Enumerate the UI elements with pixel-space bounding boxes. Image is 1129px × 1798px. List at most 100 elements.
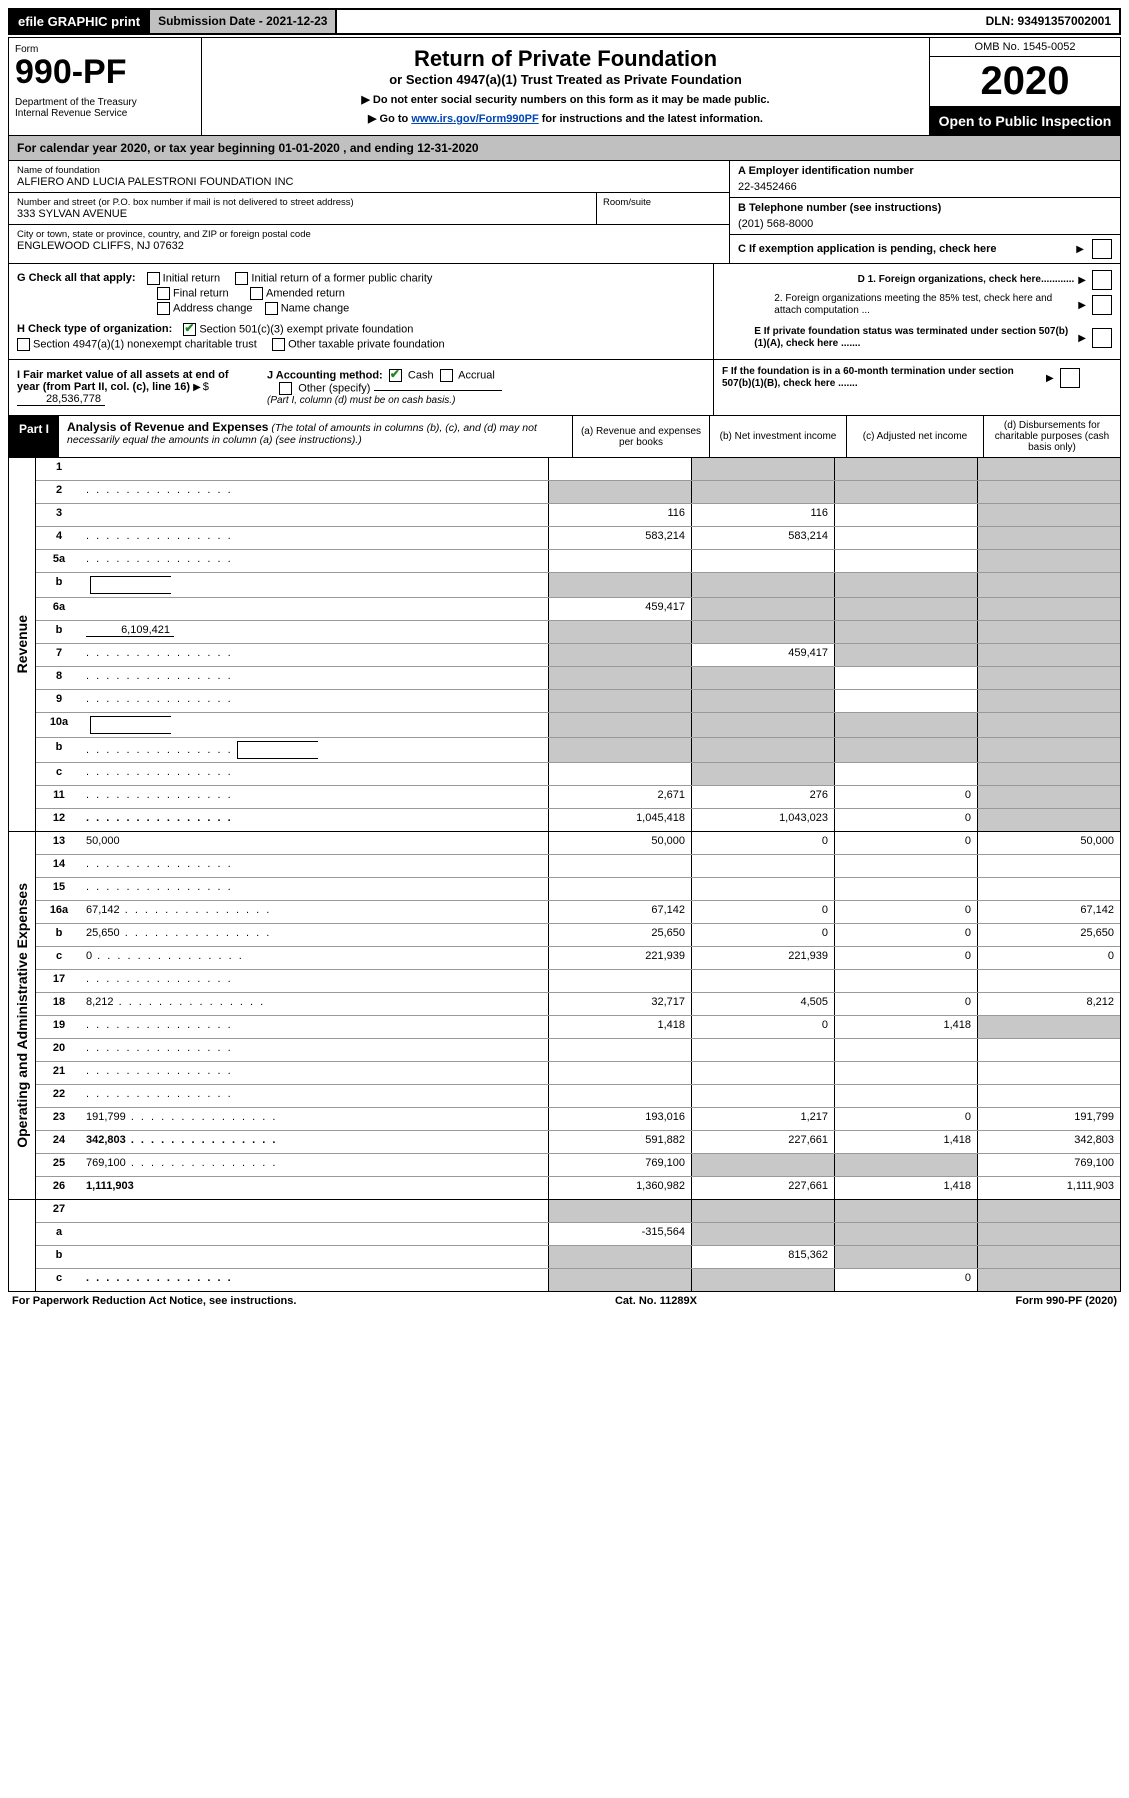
chk-501c3[interactable]: [183, 323, 196, 336]
cell-b: 221,939: [691, 947, 834, 969]
opt-initial: Initial return: [163, 272, 220, 284]
cell-b: [691, 598, 834, 620]
cell-c: 0: [834, 993, 977, 1015]
j-label: J Accounting method:: [267, 369, 383, 381]
cell-d: 0: [977, 947, 1120, 969]
row-desc: [82, 786, 548, 808]
chk-cash[interactable]: [389, 369, 402, 382]
inline-box: [90, 716, 171, 734]
cell-c: [834, 667, 977, 689]
chk-name[interactable]: [265, 302, 278, 315]
table-row: 23191,799193,0161,2170191,799: [36, 1107, 1120, 1130]
cell-b: [691, 1269, 834, 1291]
table-row: 2: [36, 480, 1120, 503]
note-1: ▶ Do not enter social security numbers o…: [214, 93, 917, 106]
chk-addr[interactable]: [157, 302, 170, 315]
cell-b: [691, 621, 834, 643]
d2-checkbox[interactable]: [1092, 295, 1112, 315]
footer-right: Form 990-PF (2020): [1015, 1295, 1117, 1307]
chk-final[interactable]: [157, 287, 170, 300]
row-number: c: [36, 763, 82, 785]
cell-d: [977, 855, 1120, 877]
cell-a: [548, 970, 691, 992]
cell-a: [548, 458, 691, 480]
chk-other-method[interactable]: [279, 382, 292, 395]
e-checkbox[interactable]: [1092, 328, 1112, 348]
f-checkbox[interactable]: [1060, 368, 1080, 388]
cell-a: 2,671: [548, 786, 691, 808]
cell-d: [977, 690, 1120, 712]
cell-d: [977, 598, 1120, 620]
city-label: City or town, state or province, country…: [17, 229, 721, 240]
city: ENGLEWOOD CLIFFS, NJ 07632: [17, 240, 721, 252]
chk-accrual[interactable]: [440, 369, 453, 382]
exemption-checkbox[interactable]: [1092, 239, 1112, 259]
row-desc: [82, 1246, 548, 1268]
row-number: 4: [36, 527, 82, 549]
row-desc: [82, 738, 548, 762]
open-public-label: Open to Public Inspection: [930, 107, 1120, 135]
footer-left: For Paperwork Reduction Act Notice, see …: [12, 1295, 296, 1307]
cell-c: [834, 970, 977, 992]
ein-value: 22-3452466: [738, 181, 1112, 193]
cell-a: [548, 481, 691, 503]
cell-d: [977, 1246, 1120, 1268]
d1-label: D 1. Foreign organizations, check here..…: [858, 274, 1075, 286]
table-row: 24342,803591,882227,6611,418342,803: [36, 1130, 1120, 1153]
cell-a: 25,650: [548, 924, 691, 946]
footer-form-num: 990-PF: [1046, 1295, 1082, 1307]
ij-left: I Fair market value of all assets at end…: [9, 360, 713, 415]
department: Department of the Treasury Internal Reve…: [15, 97, 195, 119]
header-right: OMB No. 1545-0052 2020 Open to Public In…: [929, 38, 1120, 135]
final-table: 27a-315,564b815,362c0: [8, 1200, 1121, 1292]
table-row: 112,6712760: [36, 785, 1120, 808]
cell-b: 583,214: [691, 527, 834, 549]
chk-initial-former[interactable]: [235, 272, 248, 285]
fmv-value: 28,536,778: [17, 393, 105, 406]
cell-c: [834, 621, 977, 643]
row-number: 15: [36, 878, 82, 900]
cell-d: 50,000: [977, 832, 1120, 854]
row-desc: [82, 1223, 548, 1245]
cell-b: 459,417: [691, 644, 834, 666]
row-desc: 8,212: [82, 993, 548, 1015]
final-rows: 27a-315,564b815,362c0: [36, 1200, 1120, 1291]
table-row: 188,21232,7174,50508,212: [36, 992, 1120, 1015]
chk-initial[interactable]: [147, 272, 160, 285]
cell-c: [834, 1246, 977, 1268]
opt-cash: Cash: [408, 369, 434, 381]
row-desc: 769,100: [82, 1154, 548, 1176]
cal-begin: 01-01-2020: [278, 141, 339, 155]
arrow-icon: [193, 381, 203, 393]
form-header: Form 990-PF Department of the Treasury I…: [8, 37, 1121, 136]
cell-a: [548, 1039, 691, 1061]
cell-c: 0: [834, 924, 977, 946]
calendar-year-row: For calendar year 2020, or tax year begi…: [8, 136, 1121, 161]
cell-a: [548, 667, 691, 689]
chk-other-taxable[interactable]: [272, 338, 285, 351]
row-number: b: [36, 621, 82, 643]
cal-pre: For calendar year 2020, or tax year begi…: [17, 141, 278, 155]
cell-c: [834, 1039, 977, 1061]
form-link[interactable]: www.irs.gov/Form990PF: [411, 113, 538, 125]
row-number: 26: [36, 1177, 82, 1199]
d1-checkbox[interactable]: [1092, 270, 1112, 290]
chk-amended[interactable]: [250, 287, 263, 300]
cell-a: 116: [548, 504, 691, 526]
cell-b: 116: [691, 504, 834, 526]
cell-a: [548, 763, 691, 785]
table-row: b 6,109,421: [36, 620, 1120, 643]
arrow-icon: [1076, 243, 1086, 255]
ein-cell: A Employer identification number 22-3452…: [730, 161, 1120, 198]
inline-box: [90, 576, 171, 594]
ein-label: A Employer identification number: [738, 165, 1112, 177]
cell-d: [977, 1223, 1120, 1245]
opt-name: Name change: [281, 302, 350, 314]
form-title: Return of Private Foundation: [214, 46, 917, 72]
part1-header: Part I Analysis of Revenue and Expenses …: [8, 416, 1121, 458]
cell-c: 0: [834, 947, 977, 969]
row-number: 8: [36, 667, 82, 689]
row-number: c: [36, 1269, 82, 1291]
chk-4947[interactable]: [17, 338, 30, 351]
cell-c: 0: [834, 786, 977, 808]
